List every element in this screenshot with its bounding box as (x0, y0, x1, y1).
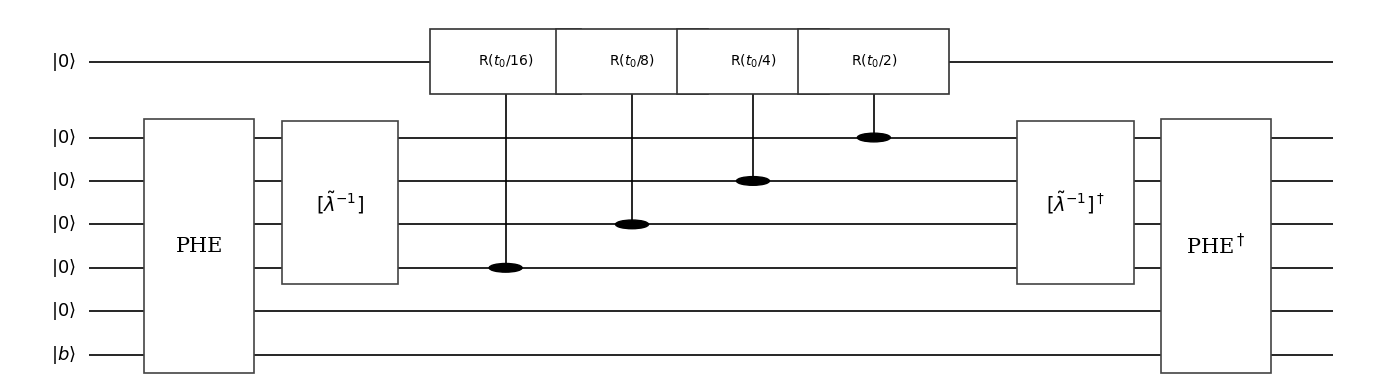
Text: $\mathrm{R}(t_0/2)$: $\mathrm{R}(t_0/2)$ (851, 53, 897, 70)
Text: PHE$^\dagger$: PHE$^\dagger$ (1186, 233, 1246, 259)
Bar (144, 119, 254, 373)
Bar (1017, 121, 1134, 284)
Text: PHE: PHE (176, 237, 223, 256)
Text: $|0\rangle$: $|0\rangle$ (51, 257, 76, 279)
Text: $\left[\tilde{\lambda}^{-1}\right]$: $\left[\tilde{\lambda}^{-1}\right]$ (316, 190, 364, 216)
Text: $|b\rangle$: $|b\rangle$ (51, 344, 76, 366)
Bar (798, 29, 949, 94)
Circle shape (616, 220, 649, 229)
Text: $|0\rangle$: $|0\rangle$ (51, 51, 76, 73)
Text: $|0\rangle$: $|0\rangle$ (51, 214, 76, 235)
Text: $|0\rangle$: $|0\rangle$ (51, 170, 76, 192)
Bar (1161, 119, 1271, 373)
Text: $|0\rangle$: $|0\rangle$ (51, 127, 76, 149)
Bar (430, 29, 581, 94)
Bar (556, 29, 708, 94)
Bar (282, 121, 398, 284)
Circle shape (857, 133, 890, 142)
Text: $|0\rangle$: $|0\rangle$ (51, 300, 76, 322)
Bar (677, 29, 829, 94)
Text: $\mathrm{R}(t_0/16)$: $\mathrm{R}(t_0/16)$ (478, 53, 533, 70)
Text: $\mathrm{R}(t_0/4)$: $\mathrm{R}(t_0/4)$ (730, 53, 776, 70)
Text: $\left[\tilde{\lambda}^{-1}\right]^\dagger$: $\left[\tilde{\lambda}^{-1}\right]^\dagg… (1046, 190, 1105, 216)
Circle shape (489, 263, 522, 272)
Text: $\mathrm{R}(t_0/8)$: $\mathrm{R}(t_0/8)$ (609, 53, 655, 70)
Circle shape (736, 177, 769, 185)
